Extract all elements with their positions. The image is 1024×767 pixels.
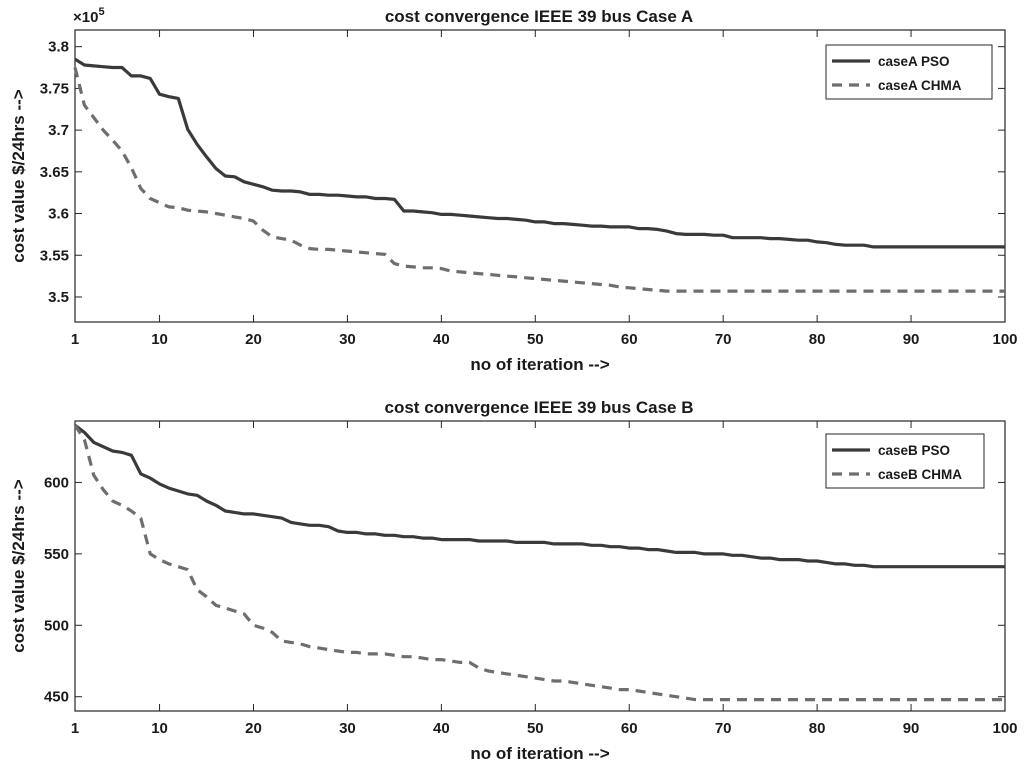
series-line xyxy=(74,57,1005,249)
y-tick-label: 3.75 xyxy=(40,80,69,97)
x-axis-ticks: 1 10 20 30 40 50 60 70 80 90 100 xyxy=(71,30,1018,348)
series-lines xyxy=(73,57,1005,293)
series-line xyxy=(73,67,1005,293)
chart-title: cost convergence IEEE 39 bus Case B xyxy=(385,398,694,417)
y-axis-ticks: 3.5 3.55 3.6 3.65 3.7 3.75 3.8 xyxy=(40,39,1005,306)
x-tick-label: 40 xyxy=(433,331,450,348)
x-tick-label: 90 xyxy=(903,331,920,348)
x-tick-label: 20 xyxy=(245,720,262,737)
y-tick-label: 3.5 xyxy=(48,289,69,306)
x-tick-label: 60 xyxy=(621,720,638,737)
x-tick-label: 10 xyxy=(151,331,168,348)
x-tick-label: 100 xyxy=(992,331,1017,348)
y-tick-label: 600 xyxy=(44,474,69,491)
x-tick-label: 50 xyxy=(527,331,544,348)
y-axis-label: cost value $/24hrs --> xyxy=(9,479,28,652)
y-tick-label: 3.6 xyxy=(48,206,69,223)
x-tick-label: 100 xyxy=(992,720,1017,737)
y-tick-label: 3.8 xyxy=(48,39,69,56)
legend-box xyxy=(825,433,985,489)
x-tick-label: 1 xyxy=(71,331,79,348)
legend: caseB PSO caseB CHMA xyxy=(825,433,985,489)
y-axis-label: cost value $/24hrs --> xyxy=(9,89,28,262)
x-tick-label: 10 xyxy=(151,720,168,737)
y-axis-ticks: 450 500 550 600 xyxy=(44,474,1005,706)
y-tick-label: 3.55 xyxy=(40,247,69,264)
legend-label: caseA CHMA xyxy=(878,78,962,93)
legend-label: caseB PSO xyxy=(878,443,950,458)
y-tick-label: 450 xyxy=(44,689,69,706)
x-tick-label: 40 xyxy=(433,720,450,737)
x-tick-label: 30 xyxy=(339,331,356,348)
chart-title: cost convergence IEEE 39 bus Case A xyxy=(385,7,693,26)
x-tick-label: 50 xyxy=(527,720,544,737)
legend-label: caseA PSO xyxy=(878,54,950,69)
series-line xyxy=(74,424,1005,569)
x-axis-label: no of iteration --> xyxy=(470,744,609,763)
x-tick-label: 70 xyxy=(715,331,732,348)
legend: caseA PSO caseA CHMA xyxy=(825,44,993,100)
legend-box xyxy=(825,44,993,100)
x-tick-label: 80 xyxy=(809,720,826,737)
series-lines xyxy=(73,424,1005,702)
x-axis-label: no of iteration --> xyxy=(470,355,609,374)
y-tick-label: 500 xyxy=(44,617,69,634)
y-tick-label: 3.65 xyxy=(40,164,69,181)
y-tick-label: 550 xyxy=(44,546,69,563)
x-tick-label: 1 xyxy=(71,720,79,737)
series-line xyxy=(73,424,1005,702)
x-tick-label: 30 xyxy=(339,720,356,737)
x-tick-label: 70 xyxy=(715,720,732,737)
chart-case-a: cost convergence IEEE 39 bus Case A ×105… xyxy=(9,6,1018,374)
x-tick-label: 20 xyxy=(245,331,262,348)
y-exponent-label: ×105 xyxy=(73,6,105,26)
x-tick-label: 90 xyxy=(903,720,920,737)
x-axis-ticks: 1 10 20 30 40 50 60 70 80 90 100 xyxy=(71,421,1018,737)
x-tick-label: 60 xyxy=(621,331,638,348)
y-tick-label: 3.7 xyxy=(48,122,69,139)
x-tick-label: 80 xyxy=(809,331,826,348)
legend-label: caseB CHMA xyxy=(878,467,962,482)
chart-case-b: cost convergence IEEE 39 bus Case B 1 10 2… xyxy=(9,398,1018,763)
